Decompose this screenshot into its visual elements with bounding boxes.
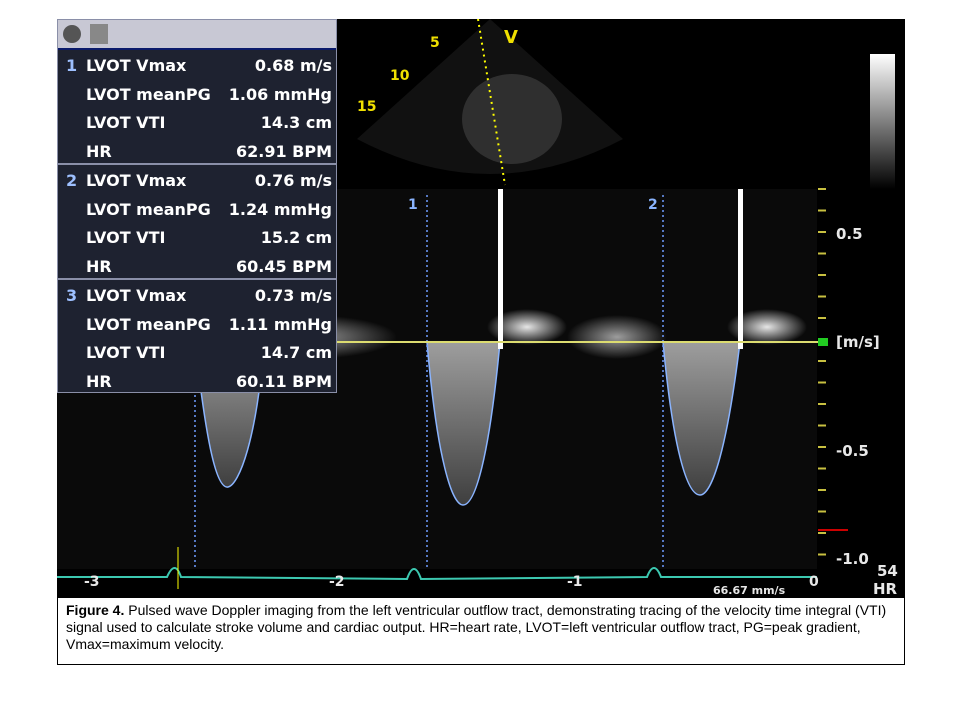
panel-icons — [63, 24, 108, 44]
measurement-row: LVOT VTI 14.7 cm — [58, 339, 336, 367]
measurement-label: LVOT Vmax — [86, 171, 187, 190]
measurement-row: LVOT meanPG 1.11 mmHg — [58, 311, 336, 339]
measurement-row: LVOT VTI 15.2 cm — [58, 224, 336, 252]
time-label: 0 — [809, 574, 819, 590]
velocity-label: -1.0 — [836, 550, 869, 568]
cycle-marker: 2 — [648, 197, 658, 213]
measurement-label: HR — [86, 371, 112, 391]
measurement-row: LVOT VTI 14.3 cm — [58, 109, 336, 137]
cycle-marker: 1 — [408, 197, 418, 213]
group-index: 1 — [66, 56, 78, 75]
measurement-label: LVOT Vmax — [86, 286, 187, 305]
caption: Figure 4. Pulsed wave Doppler imaging fr… — [57, 597, 905, 665]
time-label: -3 — [84, 574, 100, 590]
measurement-row: HR 62.91 BPM — [58, 138, 336, 166]
mode-label: V — [504, 27, 518, 48]
group-index: 3 — [66, 286, 78, 305]
measurement-row: 3 LVOT Vmax 0.73 m/s — [58, 282, 336, 310]
measurement-value: 15.2 cm — [260, 228, 332, 247]
measurement-row: LVOT meanPG 1.24 mmHg — [58, 196, 336, 224]
measurement-group: 2 LVOT Vmax 0.76 m/s LVOT meanPG 1.24 mmHg LV… — [58, 165, 336, 280]
heart-rate-label: HR — [873, 580, 898, 597]
measurement-row: HR 60.11 BPM — [58, 368, 336, 396]
velocity-label: -0.5 — [836, 442, 869, 460]
measurement-value: 1.11 mmHg — [228, 314, 332, 334]
measurement-group: 1 LVOT Vmax 0.68 m/s LVOT meanPG 1.06 mmHg LV… — [58, 50, 336, 165]
time-label: -2 — [329, 574, 345, 590]
measurement-value: 62.91 BPM — [235, 141, 332, 161]
measurement-value: 1.24 mmHg — [228, 199, 332, 219]
measurement-value: 14.3 cm — [260, 113, 332, 132]
measurement-value: 0.68 m/s — [254, 56, 332, 75]
measurement-row: LVOT meanPG 1.06 mmHg — [58, 81, 336, 109]
measurement-value: 60.45 BPM — [235, 256, 332, 276]
measurement-panel: 1 LVOT Vmax 0.68 m/s LVOT meanPG 1.06 mmHg LV… — [57, 19, 337, 393]
measurement-label: LVOT VTI — [86, 343, 166, 362]
measurement-label: LVOT Vmax — [86, 56, 187, 75]
sweep-speed: 66.67 mm/s — [713, 584, 786, 597]
measurement-row: 2 LVOT Vmax 0.76 m/s — [58, 167, 336, 195]
measurement-value: 1.06 mmHg — [228, 84, 332, 104]
measurement-value: 60.11 BPM — [235, 371, 332, 391]
caption-text: Pulsed wave Doppler imaging from the lef… — [66, 602, 887, 652]
depth-label: 10 — [390, 68, 410, 84]
measurement-label: HR — [86, 256, 112, 276]
measurement-row: 1 LVOT Vmax 0.68 m/s — [58, 52, 336, 80]
measurement-label: LVOT meanPG — [86, 199, 211, 219]
velocity-label: 0.5 — [836, 225, 863, 243]
heart-rate-value: 54 — [877, 562, 898, 580]
measurement-row: HR 60.45 BPM — [58, 253, 336, 281]
measurement-label: LVOT VTI — [86, 113, 166, 132]
measurement-group: 3 LVOT Vmax 0.73 m/s LVOT meanPG 1.11 mmHg LV… — [58, 280, 336, 393]
depth-label: 5 — [430, 35, 440, 51]
velocity-label: [m/s] — [836, 333, 880, 351]
measurement-value: 0.73 m/s — [254, 286, 332, 305]
panel-header — [58, 20, 336, 50]
measurement-label: LVOT meanPG — [86, 84, 211, 104]
caption-label: Figure 4. — [66, 602, 125, 618]
measurement-label: LVOT VTI — [86, 228, 166, 247]
measurement-label: HR — [86, 141, 112, 161]
measurement-value: 14.7 cm — [260, 343, 332, 362]
time-label: -1 — [567, 574, 583, 590]
depth-label: 15 — [357, 99, 376, 115]
measurement-value: 0.76 m/s — [254, 171, 332, 190]
measurement-label: LVOT meanPG — [86, 314, 211, 334]
group-index: 2 — [66, 171, 78, 190]
